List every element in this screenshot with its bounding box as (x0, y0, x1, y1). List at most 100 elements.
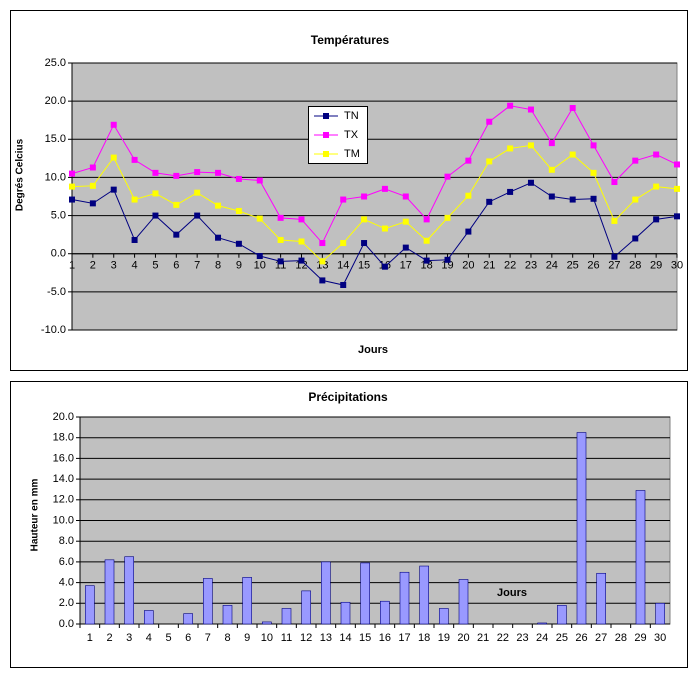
bar (85, 585, 95, 625)
x-tick-label: 9 (236, 260, 242, 272)
point-marker (298, 216, 305, 223)
legend-marker (323, 113, 329, 119)
x-tick-label: 5 (165, 632, 171, 644)
point-marker (277, 236, 284, 243)
legend-marker (323, 151, 329, 157)
y-tick-label: 0.0 (59, 618, 74, 630)
point-marker (569, 196, 576, 203)
y-tick-label: 2.0 (59, 597, 74, 609)
x-axis-label: Jours (358, 344, 388, 356)
bar (655, 602, 665, 625)
y-tick-label: 18.0 (53, 432, 74, 444)
x-tick-label: 16 (379, 632, 391, 644)
point-marker (465, 192, 472, 199)
point-marker (486, 198, 493, 205)
point-marker (69, 170, 75, 177)
point-marker (465, 228, 472, 235)
bar (458, 579, 469, 625)
point-marker (527, 179, 534, 186)
point-marker (611, 217, 618, 224)
y-tick-label: 20.0 (45, 95, 66, 107)
point-marker (402, 244, 409, 251)
point-marker (527, 106, 534, 113)
point-marker (653, 216, 660, 223)
point-marker (235, 175, 242, 182)
point-marker (590, 169, 597, 176)
x-tick-label: 6 (173, 260, 179, 272)
y-tick-label: 12.0 (53, 494, 74, 506)
legend-label: TM (344, 148, 360, 160)
point-marker (361, 193, 368, 200)
x-tick-label: 21 (483, 260, 495, 272)
point-marker (423, 237, 430, 244)
bar (419, 565, 429, 625)
plot-area (71, 62, 678, 331)
x-tick-label: 28 (615, 632, 627, 644)
x-tick-label: 15 (358, 260, 370, 272)
point-marker (507, 145, 514, 152)
x-tick-label: 14 (337, 260, 349, 272)
point-marker (444, 173, 451, 180)
point-marker (361, 240, 368, 247)
x-tick-label: 3 (126, 632, 132, 644)
point-marker (423, 257, 430, 264)
x-tick-label: 11 (281, 632, 292, 644)
point-marker (173, 201, 180, 208)
point-marker (256, 177, 263, 184)
legend-label: TN (344, 110, 359, 122)
point-marker (653, 151, 660, 158)
x-tick-label: 12 (300, 632, 312, 644)
y-tick-label: 10.0 (53, 514, 74, 526)
point-marker (381, 225, 388, 232)
bar (576, 432, 587, 625)
x-tick-label: 17 (400, 260, 412, 272)
x-tick-label: 18 (421, 260, 433, 272)
point-marker (507, 188, 514, 195)
x-tick-label: 6 (185, 632, 191, 644)
point-marker (611, 179, 618, 186)
x-tick-label: 13 (316, 260, 328, 272)
x-tick-label: 5 (152, 260, 158, 272)
x-tick-label: 1 (69, 260, 75, 272)
bar (439, 608, 449, 625)
x-tick-label: 24 (546, 260, 558, 272)
point-marker (381, 185, 388, 192)
y-tick-label: 8.0 (59, 535, 74, 547)
bar (596, 572, 606, 625)
x-tick-label: 26 (587, 260, 599, 272)
point-marker (674, 185, 680, 192)
point-marker (548, 193, 555, 200)
x-axis-label: Jours (497, 587, 527, 599)
x-tick-label: 23 (516, 632, 528, 644)
point-marker (319, 240, 326, 247)
point-marker (152, 190, 159, 197)
x-tick-label: 7 (194, 260, 200, 272)
x-tick-label: 9 (244, 632, 250, 644)
x-tick-label: 4 (132, 260, 138, 272)
y-axis-label: Degrés Celcius (15, 138, 26, 211)
point-marker (110, 154, 117, 161)
point-marker (298, 257, 305, 264)
x-tick-label: 30 (654, 632, 666, 644)
x-tick-label: 18 (418, 632, 430, 644)
point-marker (215, 202, 222, 209)
y-tick-label: 0.0 (51, 248, 66, 260)
point-marker (548, 166, 555, 173)
point-marker (611, 253, 618, 260)
point-marker (131, 236, 138, 243)
bar (340, 601, 351, 625)
y-tick-label: 25.0 (45, 57, 66, 69)
point-marker (569, 105, 576, 112)
point-marker (423, 216, 430, 223)
bar (203, 578, 213, 625)
x-tick-label: 17 (398, 632, 410, 644)
point-marker (653, 183, 660, 190)
bar (183, 613, 193, 625)
point-marker (465, 157, 472, 164)
chart-title: Précipitations (308, 390, 388, 404)
x-tick-label: 3 (111, 260, 117, 272)
bar (242, 577, 252, 625)
x-tick-label: 26 (575, 632, 587, 644)
bar (144, 610, 154, 625)
